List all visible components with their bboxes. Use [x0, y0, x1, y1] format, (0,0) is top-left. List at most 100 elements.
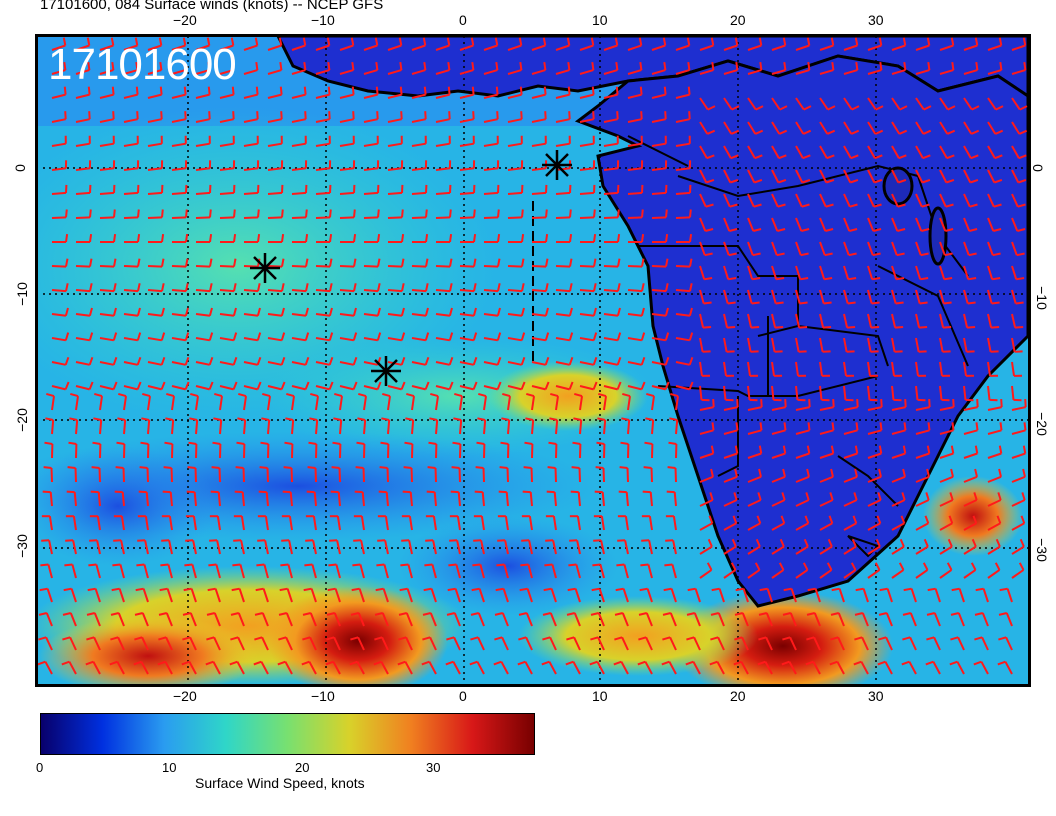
wind-barb — [507, 337, 522, 342]
wind-barb — [195, 191, 211, 195]
wind-barb — [123, 313, 139, 317]
wind-barb — [483, 337, 498, 342]
wind-barb-flag — [806, 612, 816, 616]
wind-barb-flag — [497, 258, 501, 267]
wind-barb — [627, 313, 643, 317]
wind-barb-flag — [136, 307, 141, 316]
wind-barb-flag — [500, 441, 509, 445]
wind-barb-flag — [280, 332, 286, 341]
wind-barb — [267, 69, 282, 75]
wind-barb — [819, 69, 834, 75]
wind-barb — [507, 395, 511, 411]
wind-barb-flag — [943, 301, 952, 305]
wind-barb — [243, 69, 258, 75]
wind-barb-flag — [526, 392, 535, 398]
wind-barb — [531, 395, 535, 411]
wind-barb — [867, 241, 874, 256]
wind-barb — [195, 69, 210, 75]
wind-barb-flag — [996, 515, 1002, 524]
wind-barb — [867, 97, 877, 111]
wind-barb — [315, 69, 330, 75]
wind-barb — [651, 313, 667, 317]
wind-barb-flag — [281, 258, 285, 267]
wind-barb-flag — [210, 490, 219, 494]
wind-barb-flag — [754, 154, 763, 160]
wind-barb-flag — [824, 252, 833, 257]
wind-barb — [747, 121, 757, 135]
wind-barb — [843, 429, 858, 435]
wind-barb — [339, 216, 355, 219]
wind-barb-flag — [69, 417, 78, 421]
chart-title: 17101600, 084 Surface winds (knots) -- N… — [40, 0, 384, 13]
wind-barb — [699, 499, 714, 507]
wind-barb — [99, 385, 114, 391]
lon-tick-top: 0 — [459, 12, 467, 28]
wind-barb-flag — [754, 562, 761, 571]
wind-barb — [216, 540, 221, 555]
wind-barb — [483, 313, 499, 317]
lat-tick-left: 0 — [11, 164, 28, 172]
wind-barb-flag — [825, 203, 834, 208]
wind-barb — [795, 217, 803, 232]
wind-barb — [843, 169, 852, 183]
wind-barb — [795, 69, 810, 75]
wind-barb — [672, 540, 677, 555]
wind-barb — [219, 191, 235, 195]
wind-barb-flag — [596, 441, 605, 445]
wind-barb-flag — [871, 326, 880, 329]
wind-barb-flag — [667, 466, 676, 469]
wind-barb-flag — [305, 209, 308, 218]
wind-barb — [75, 118, 90, 123]
wind-barb-flag — [278, 636, 287, 641]
wind-barb-flag — [208, 381, 214, 390]
wind-barb-flag — [137, 258, 141, 267]
wind-barb — [339, 361, 354, 366]
wind-barb — [675, 337, 690, 342]
wind-barb — [123, 216, 139, 219]
wind-barb — [651, 118, 666, 123]
wind-barb-flag — [689, 209, 692, 218]
wind-barb — [651, 167, 667, 171]
wind-barb — [408, 540, 413, 555]
wind-barb-flag — [63, 61, 67, 71]
wind-barb — [891, 97, 901, 111]
wind-barb — [483, 191, 499, 195]
wind-barb-flag — [238, 392, 247, 398]
wind-barb-flag — [758, 612, 768, 616]
wind-barb — [507, 265, 523, 268]
wind-barb-flag — [303, 86, 307, 95]
wind-barb-flag — [974, 37, 979, 46]
wind-barb — [553, 492, 557, 507]
wind-barb-flag — [380, 441, 389, 445]
lat-tick-right: 0 — [1029, 164, 1046, 172]
wind-barb-flag — [304, 307, 309, 316]
wind-barb-flag — [280, 381, 286, 390]
wind-barb — [939, 522, 953, 531]
wind-barb-flag — [734, 468, 738, 478]
wind-barb-flag — [823, 301, 832, 305]
wind-barb-flag — [65, 209, 68, 218]
wind-barb-flag — [590, 636, 599, 641]
wind-barb-flag — [65, 258, 69, 267]
wind-barb — [313, 492, 317, 507]
wind-barb-flag — [544, 111, 547, 120]
wind-barb-flag — [375, 61, 379, 71]
wind-barb — [789, 612, 797, 627]
wind-barb-flag — [184, 307, 189, 316]
wind-barb — [456, 540, 461, 555]
wind-barb — [477, 636, 485, 651]
wind-barb-flag — [256, 381, 262, 390]
wind-barb — [843, 313, 849, 328]
wind-barb — [1011, 429, 1026, 435]
wind-barb — [287, 564, 293, 579]
wind-barb-flag — [449, 258, 453, 267]
wind-barb-flag — [544, 381, 550, 390]
wind-barb-flag — [256, 332, 262, 341]
wind-barb-flag — [970, 154, 979, 160]
wind-barb-flag — [801, 203, 810, 208]
wind-barb — [963, 475, 978, 483]
wind-barb-flag — [253, 660, 262, 666]
wind-barb — [819, 289, 825, 304]
wind-barb-flag — [781, 660, 790, 666]
wind-barb-flag — [473, 209, 476, 218]
